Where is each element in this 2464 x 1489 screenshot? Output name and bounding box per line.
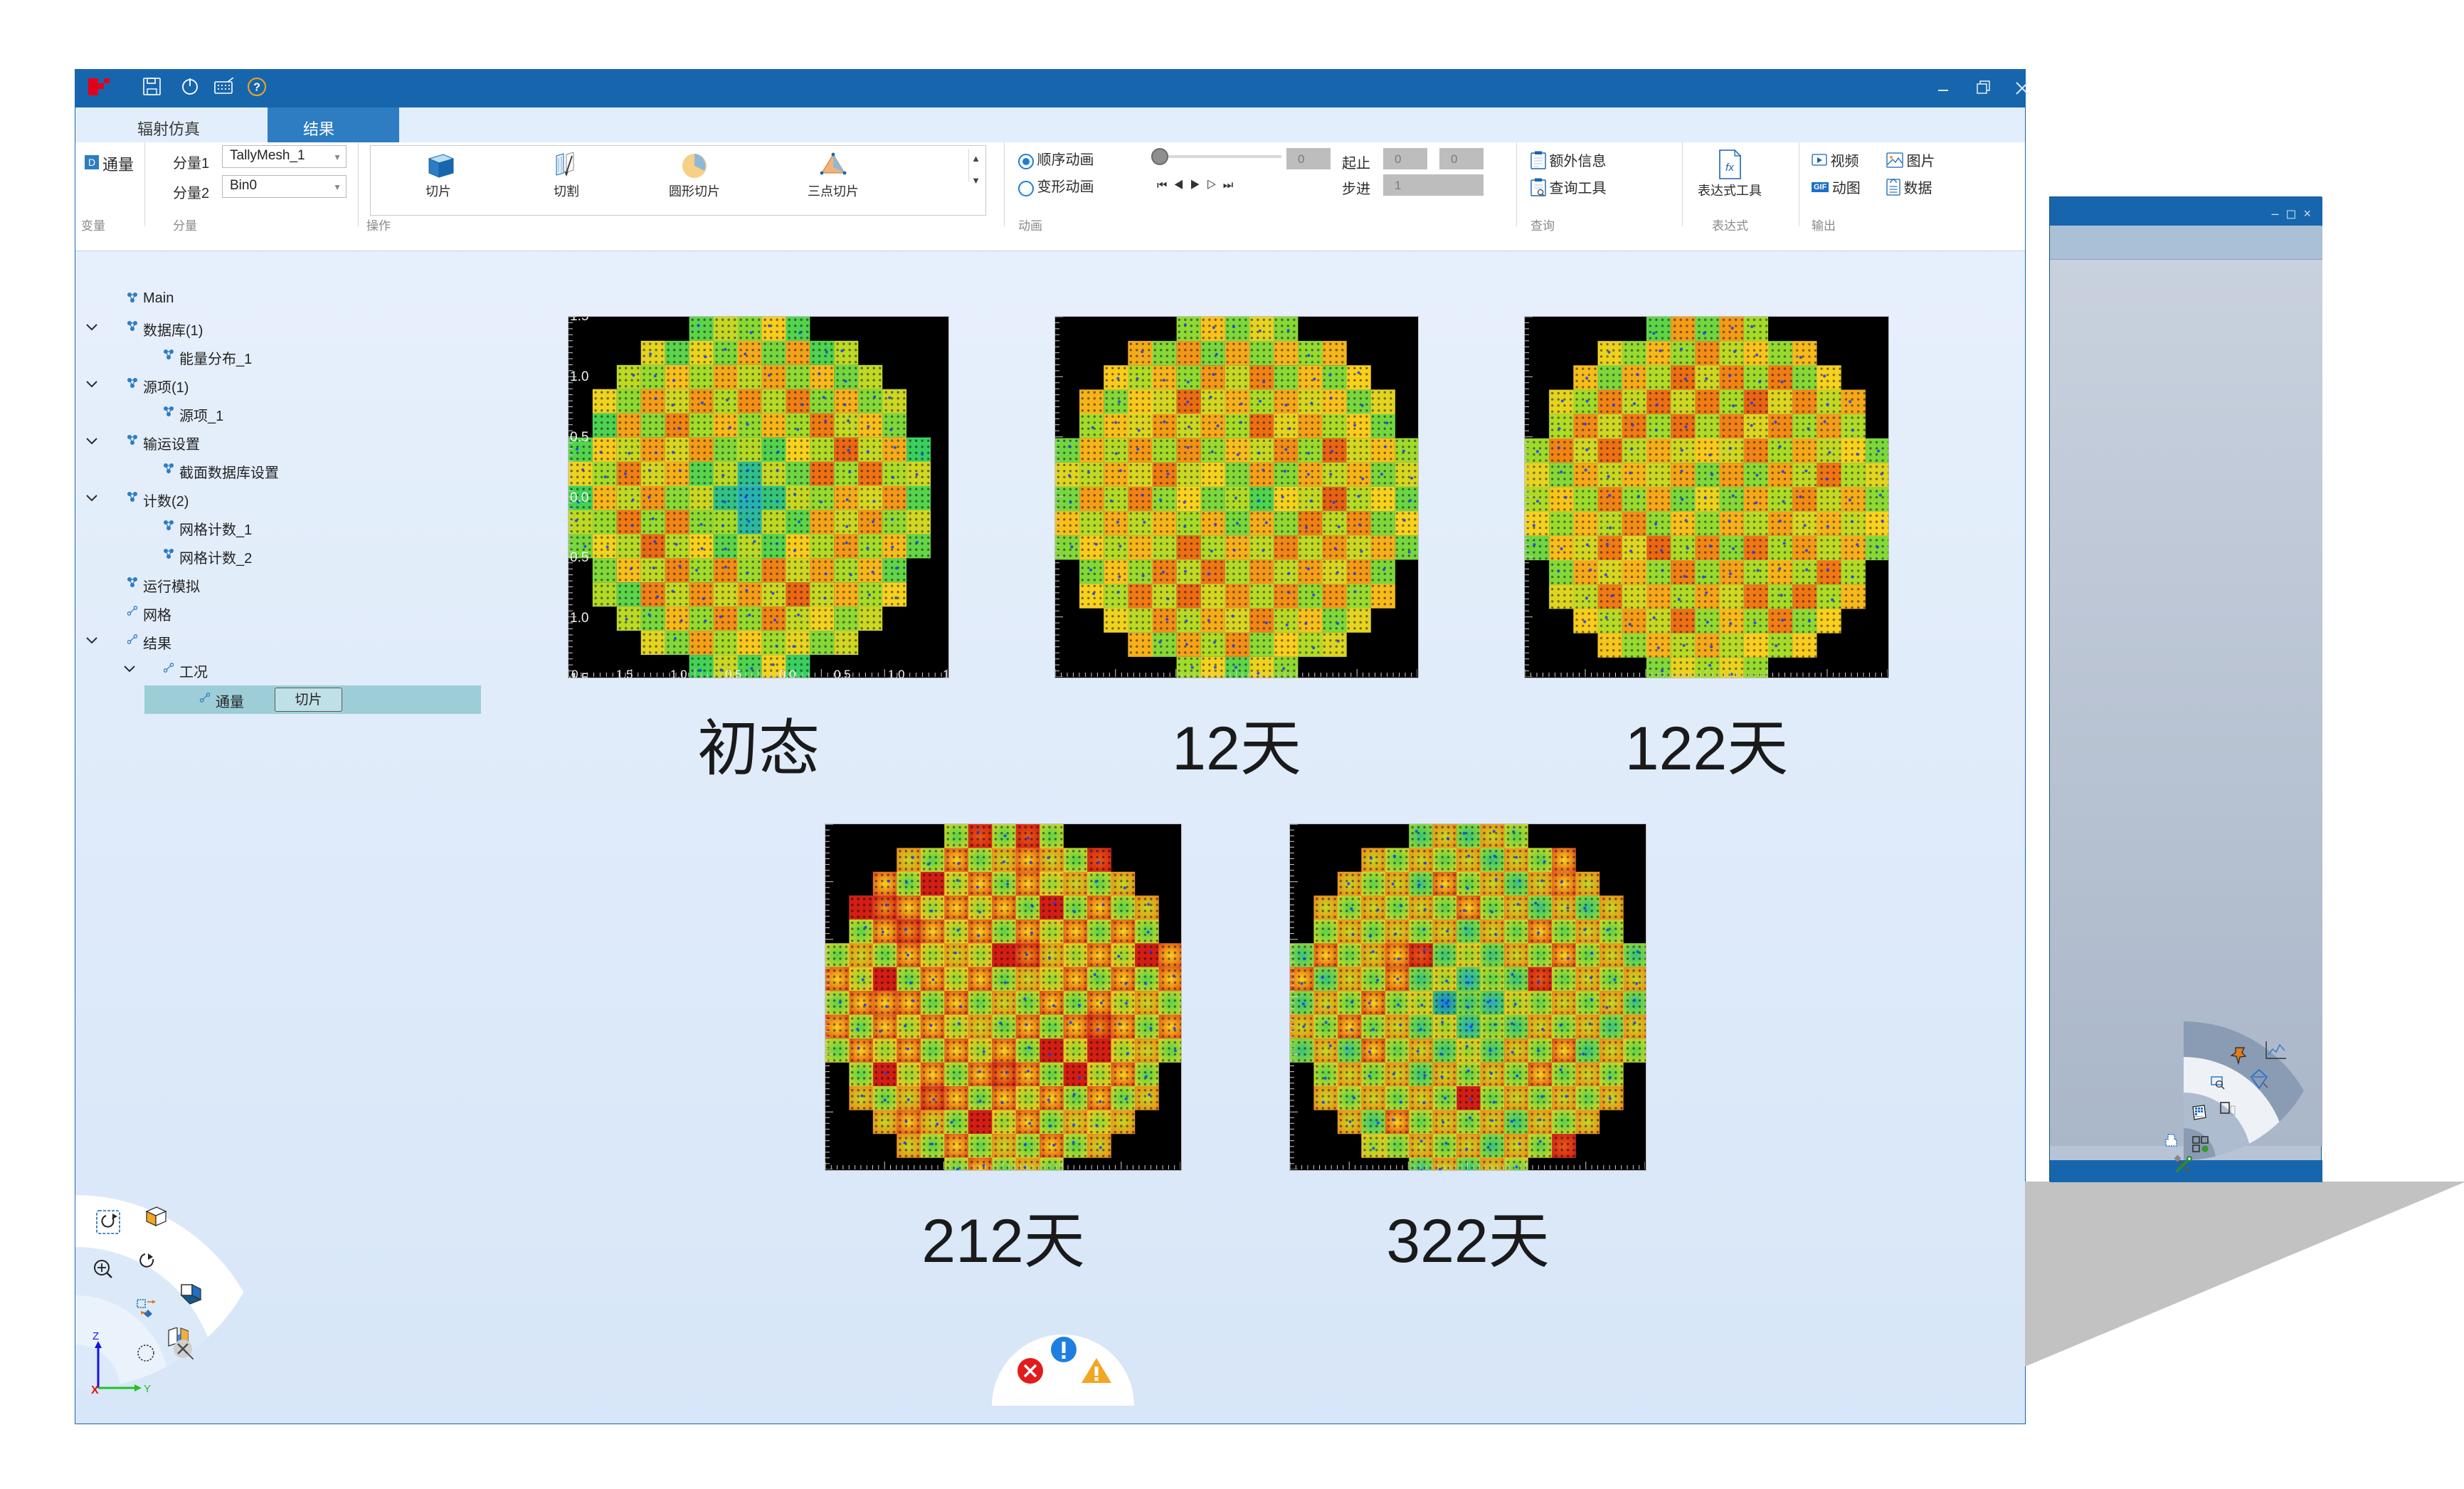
svg-text:?: ? [253, 82, 260, 94]
svg-text:Z: Z [92, 1331, 99, 1342]
svg-text:fx: fx [1725, 162, 1734, 174]
svg-text:X: X [91, 1384, 99, 1395]
svg-text:Y: Y [144, 1383, 151, 1395]
